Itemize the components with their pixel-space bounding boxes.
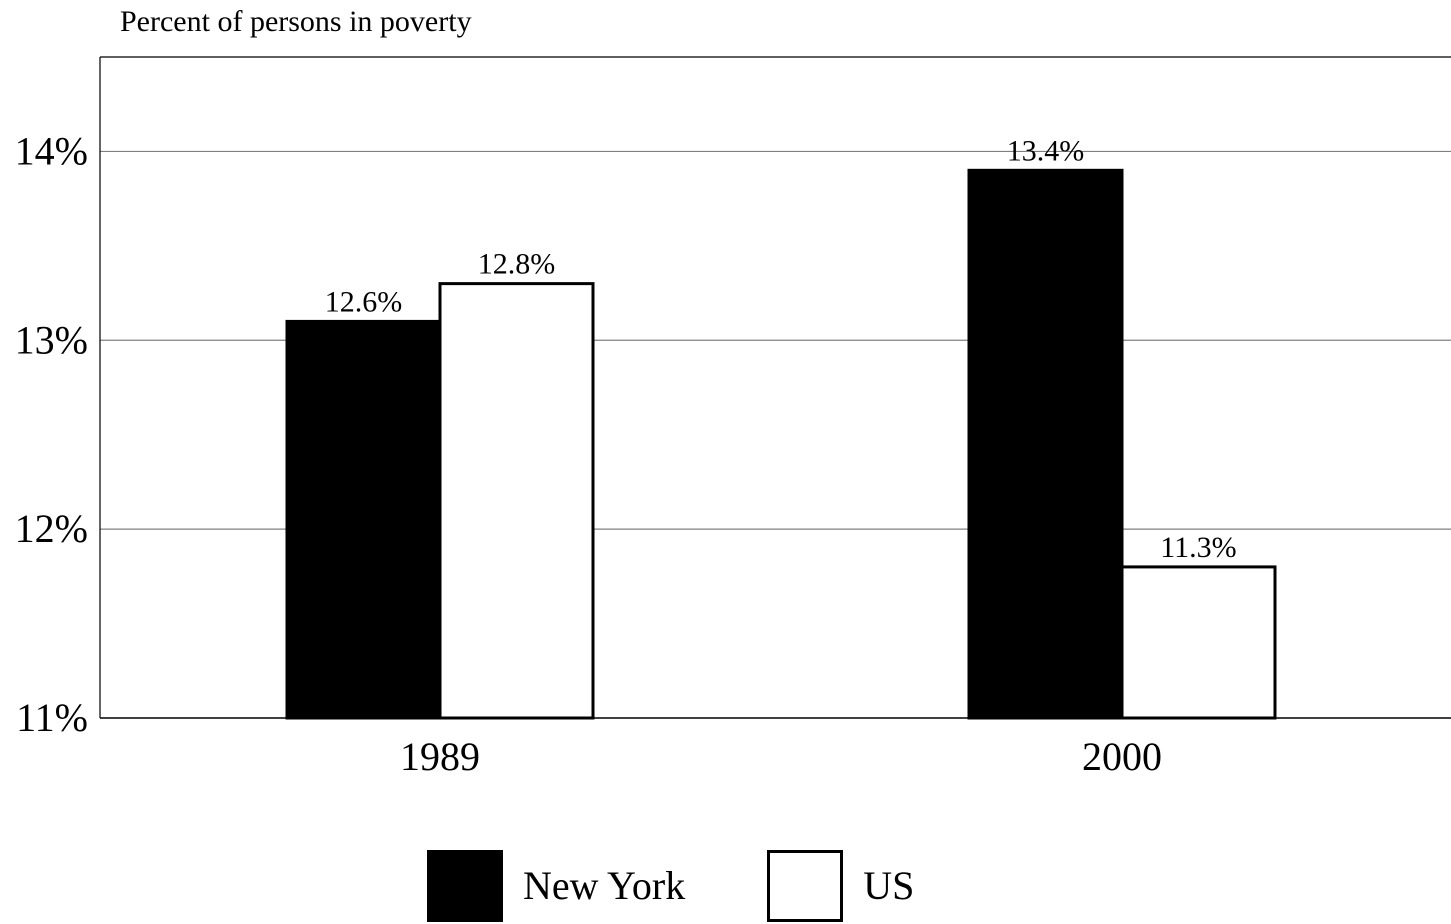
data-label-us-2000: 11.3% (1160, 531, 1236, 564)
legend-swatch-new-york (427, 850, 503, 922)
data-label-us-1989: 12.8% (478, 248, 556, 281)
y-tick-label-1: 12% (15, 506, 88, 551)
legend-item-new-york: New York (427, 848, 685, 924)
x-tick-label-2000: 2000 (1082, 734, 1162, 779)
bar-us-2000 (1120, 565, 1277, 720)
bar-new-york-2000 (967, 168, 1124, 720)
legend-label-new-york: New York (523, 863, 686, 908)
legend-label-us: US (863, 863, 915, 908)
bar-new-york-1989 (285, 319, 442, 720)
legend-item-us: US (767, 848, 914, 924)
data-label-new-york-2000: 13.4% (1007, 134, 1085, 167)
y-tick-label-3: 14% (15, 128, 88, 173)
y-tick-label-2: 13% (15, 317, 88, 362)
bar-us-1989 (438, 282, 595, 720)
data-label-new-york-1989: 12.6% (325, 285, 403, 318)
x-tick-label-1989: 1989 (400, 734, 480, 779)
legend: New York US (427, 848, 914, 924)
y-tick-label-0: 11% (16, 695, 88, 740)
legend-swatch-us (767, 850, 844, 922)
y-axis-label: Percent of persons in poverty (120, 5, 472, 38)
